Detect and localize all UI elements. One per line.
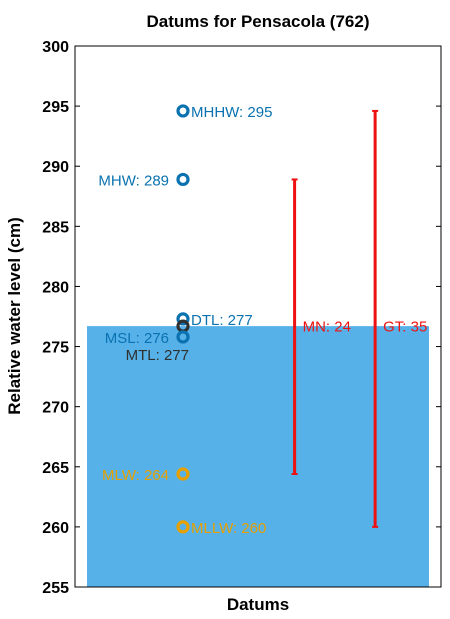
- datum-point-mhhw: [176, 104, 190, 118]
- datum-point-mhw: [176, 172, 190, 187]
- y-tick-label: 255: [42, 580, 69, 597]
- water-level-fill: [87, 326, 429, 587]
- y-axis-label: Relative water level (cm): [5, 217, 24, 414]
- datum-label-mhhw: MHHW: 295: [191, 104, 272, 121]
- y-tick-label: 275: [42, 340, 69, 357]
- datum-label-msl: MSL: 276: [105, 330, 169, 347]
- datum-point-mlw: [176, 467, 190, 481]
- datum-label-dtl: DTL: 277: [191, 312, 253, 329]
- y-tick-label: 265: [42, 460, 69, 477]
- y-tick-label: 260: [42, 520, 69, 537]
- range-label-gt: GT: 35: [383, 319, 427, 336]
- datum-label-mllw: MLLW: 260: [191, 520, 266, 537]
- chart-title: Datums for Pensacola (762): [147, 12, 370, 31]
- datum-label-mlw: MLW: 264: [102, 467, 169, 484]
- datum-label-mhw: MHW: 289: [98, 172, 169, 189]
- y-tick-label: 300: [42, 39, 69, 56]
- datum-point-msl: [176, 330, 190, 344]
- range-label-mn: MN: 24: [303, 319, 351, 336]
- datum-label-mtl: MTL: 277: [126, 347, 189, 364]
- y-tick-label: 280: [42, 279, 69, 296]
- y-tick-label: 285: [42, 219, 69, 236]
- axes-frame: [74, 45, 442, 588]
- plot-area: 255 260 265 270 275 280 285 290 295 300 MN: 24 GT: …: [42, 39, 442, 597]
- x-axis-label: Datums: [227, 595, 289, 614]
- y-tick-label: 295: [42, 99, 69, 116]
- datum-point-dtl: [176, 312, 190, 326]
- y-tick-label: 290: [42, 159, 69, 176]
- y-tick-label: 270: [42, 400, 69, 417]
- datum-point-mllw: [176, 520, 190, 534]
